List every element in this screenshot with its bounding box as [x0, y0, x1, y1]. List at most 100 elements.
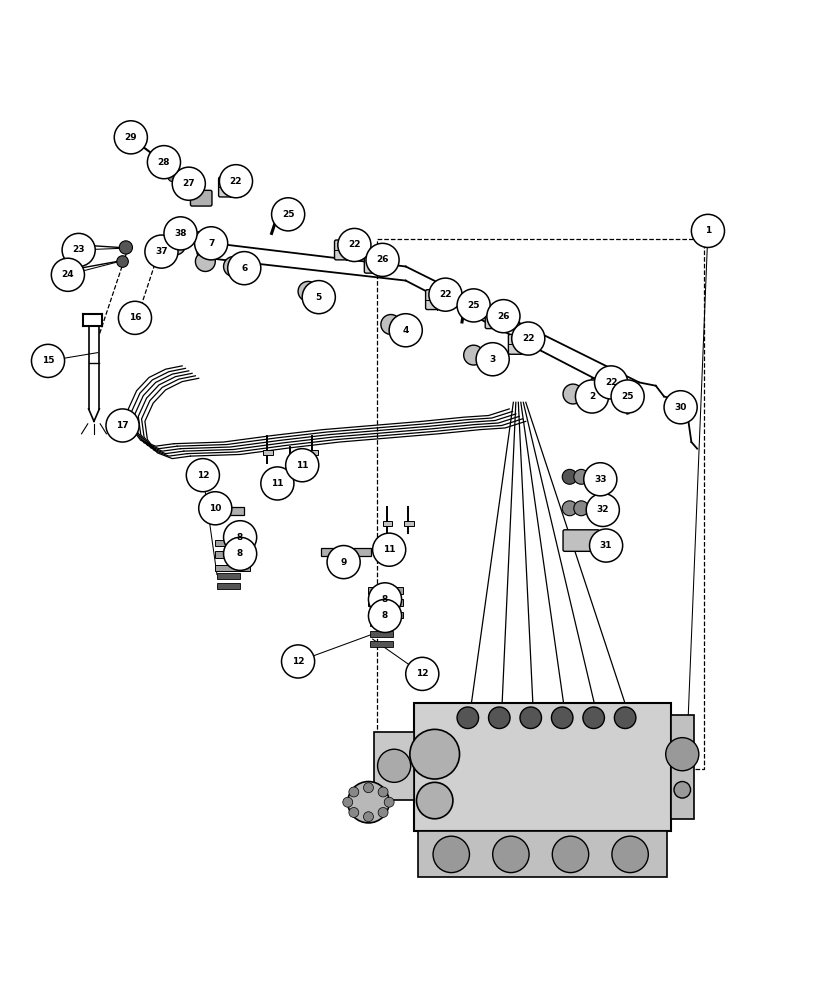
Bar	[382, 521, 392, 526]
Bar	[321, 548, 370, 556]
Text: 11: 11	[382, 545, 395, 554]
Circle shape	[337, 228, 370, 262]
Bar	[285, 461, 295, 466]
Circle shape	[377, 749, 410, 782]
FancyBboxPatch shape	[562, 530, 599, 551]
Circle shape	[347, 782, 389, 823]
Text: 6: 6	[241, 264, 247, 273]
Bar	[217, 573, 240, 579]
FancyBboxPatch shape	[190, 190, 212, 206]
Circle shape	[51, 258, 84, 291]
Text: 31: 31	[599, 541, 612, 550]
Circle shape	[368, 599, 401, 632]
Text: 25: 25	[281, 210, 294, 219]
Circle shape	[457, 707, 478, 729]
Circle shape	[488, 707, 509, 729]
Bar	[376, 239, 703, 769]
Circle shape	[384, 797, 394, 807]
Circle shape	[372, 533, 405, 566]
Text: 12: 12	[196, 471, 209, 480]
Bar	[108, 424, 126, 432]
Circle shape	[223, 537, 256, 570]
Text: 23: 23	[72, 245, 85, 254]
Text: 30: 30	[674, 403, 686, 412]
Circle shape	[409, 729, 459, 779]
Circle shape	[261, 467, 294, 500]
Circle shape	[416, 782, 452, 819]
Circle shape	[223, 257, 243, 276]
Text: 25: 25	[466, 301, 480, 310]
Bar	[670, 715, 693, 819]
Circle shape	[227, 252, 261, 285]
Circle shape	[117, 127, 127, 137]
Circle shape	[126, 309, 147, 330]
FancyBboxPatch shape	[508, 334, 531, 354]
Circle shape	[219, 165, 252, 198]
Text: 22: 22	[521, 334, 534, 343]
Bar	[404, 521, 414, 526]
Circle shape	[428, 278, 461, 311]
Circle shape	[327, 546, 360, 579]
Text: 32: 32	[595, 505, 609, 514]
Text: 37: 37	[155, 247, 168, 256]
Circle shape	[562, 501, 576, 516]
Circle shape	[186, 459, 219, 492]
Circle shape	[31, 344, 65, 377]
Circle shape	[363, 812, 373, 822]
Circle shape	[691, 214, 724, 247]
Circle shape	[118, 301, 151, 334]
FancyBboxPatch shape	[364, 255, 384, 273]
Bar	[263, 450, 273, 455]
Text: 16: 16	[128, 313, 141, 322]
Circle shape	[380, 315, 400, 334]
Text: 22: 22	[229, 177, 242, 186]
Circle shape	[198, 492, 232, 525]
Circle shape	[405, 657, 438, 690]
Bar	[414, 703, 670, 831]
Text: 28: 28	[157, 158, 170, 167]
Text: 15: 15	[41, 356, 55, 365]
Circle shape	[342, 797, 352, 807]
Text: 8: 8	[237, 533, 243, 542]
Bar	[370, 620, 393, 626]
Bar	[368, 612, 403, 618]
Text: 25: 25	[620, 392, 633, 401]
Circle shape	[573, 469, 588, 484]
Circle shape	[586, 493, 619, 526]
Bar	[215, 565, 250, 571]
Circle shape	[348, 807, 358, 817]
Circle shape	[363, 783, 373, 793]
Circle shape	[281, 645, 314, 678]
Text: 5: 5	[315, 293, 322, 302]
FancyBboxPatch shape	[197, 232, 217, 255]
Text: 33: 33	[593, 475, 606, 484]
Circle shape	[673, 782, 690, 798]
Circle shape	[511, 322, 544, 355]
Text: 8: 8	[381, 595, 388, 604]
Circle shape	[389, 314, 422, 347]
FancyBboxPatch shape	[425, 290, 448, 310]
Circle shape	[164, 217, 197, 250]
Circle shape	[519, 707, 541, 729]
Text: 29: 29	[124, 133, 137, 142]
Circle shape	[551, 707, 572, 729]
Circle shape	[457, 289, 490, 322]
Circle shape	[589, 529, 622, 562]
Text: 38: 38	[174, 229, 187, 238]
Text: 1: 1	[704, 226, 710, 235]
Bar	[368, 587, 403, 594]
Circle shape	[285, 449, 318, 482]
Circle shape	[366, 243, 399, 276]
Circle shape	[433, 836, 469, 873]
Circle shape	[611, 836, 648, 873]
Circle shape	[145, 235, 178, 268]
Circle shape	[594, 366, 627, 399]
Circle shape	[665, 738, 698, 771]
Circle shape	[583, 463, 616, 496]
Text: 3: 3	[489, 355, 495, 364]
Circle shape	[582, 707, 604, 729]
Circle shape	[575, 380, 608, 413]
Text: 24: 24	[61, 270, 74, 279]
FancyBboxPatch shape	[334, 240, 357, 260]
Circle shape	[223, 521, 256, 554]
